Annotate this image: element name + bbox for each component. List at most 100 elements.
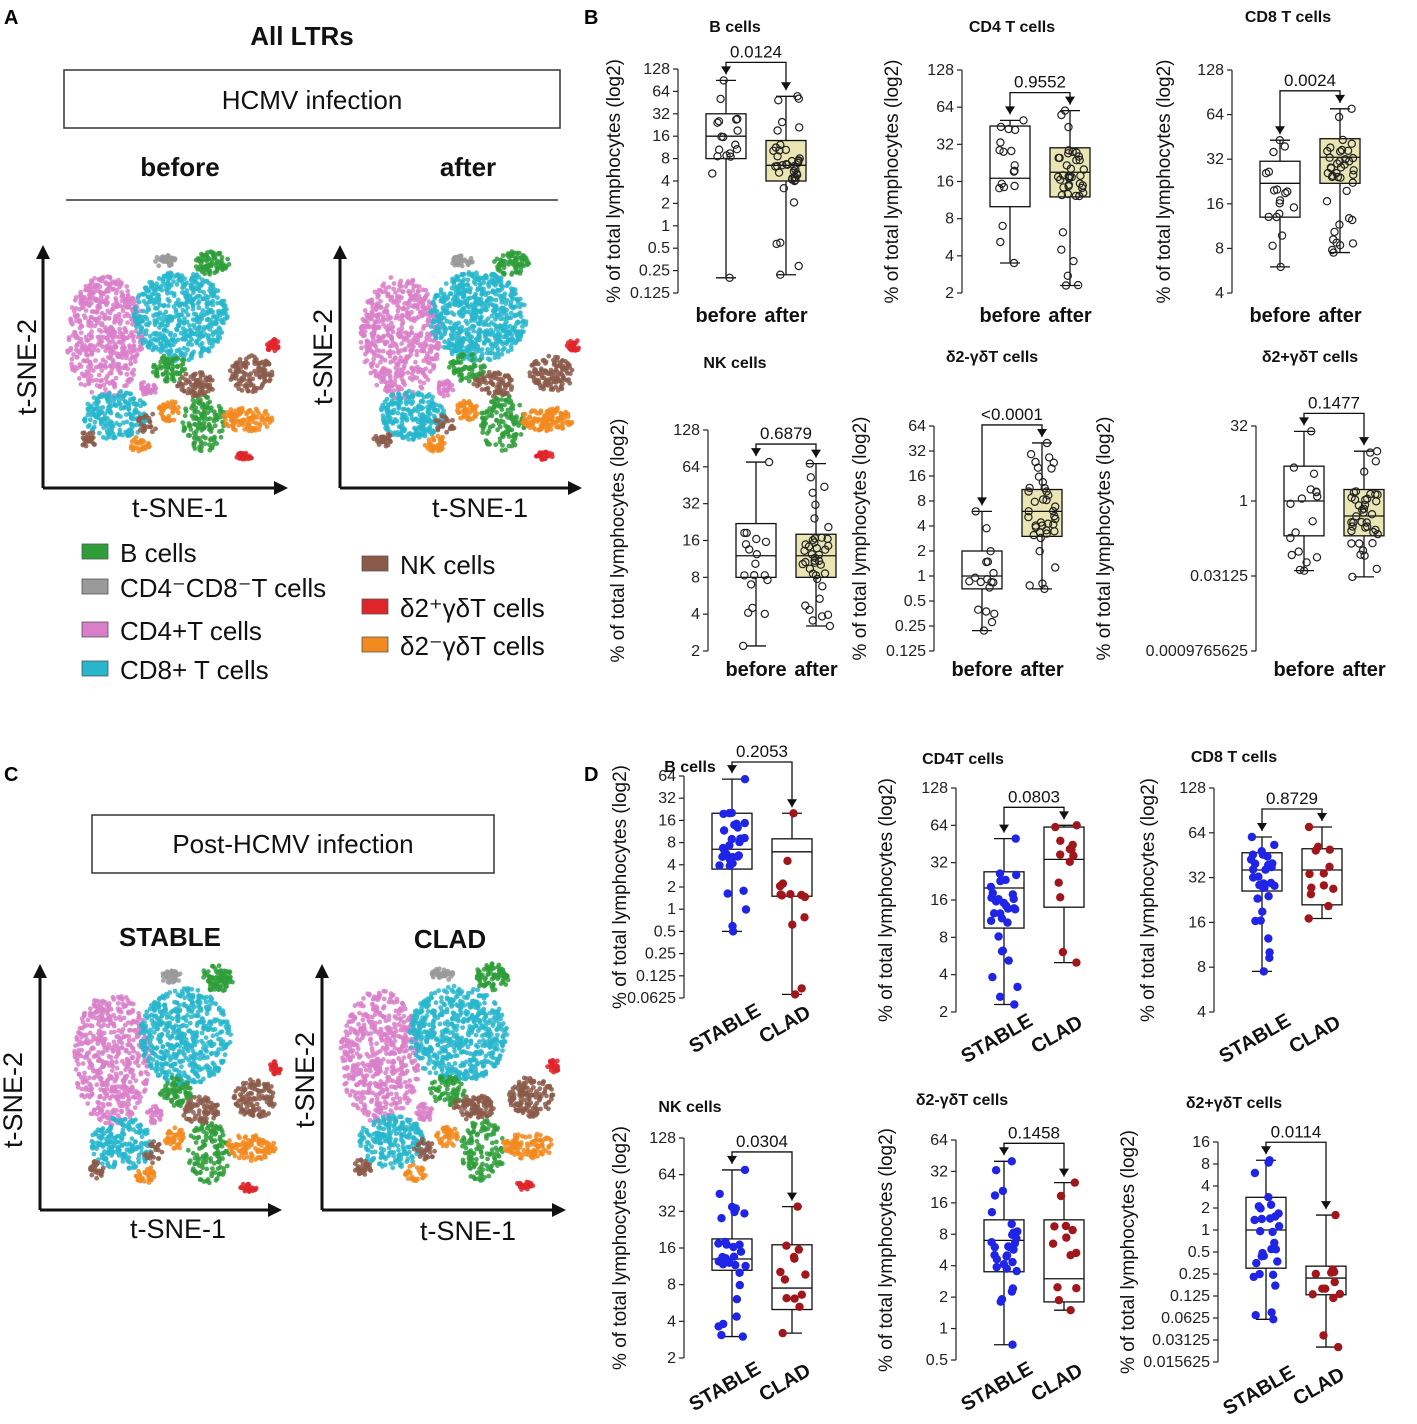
tsne-point xyxy=(245,456,251,462)
tsne-point xyxy=(94,377,99,383)
tsne-point xyxy=(112,1084,118,1090)
tsne-point xyxy=(186,423,192,429)
tsne-point xyxy=(179,353,185,358)
tsne-point xyxy=(501,262,507,267)
tsne-point xyxy=(99,310,105,316)
tsne-point xyxy=(98,1107,104,1113)
tsne-point xyxy=(206,294,211,300)
tsne-point xyxy=(103,348,108,353)
tsne-point xyxy=(478,302,484,308)
tsne-point xyxy=(468,255,474,261)
tsne-point xyxy=(453,261,459,266)
tsne-point xyxy=(193,273,199,279)
tsne-point xyxy=(100,299,106,305)
tsne-point xyxy=(519,302,525,307)
tsne-point xyxy=(131,1094,136,1100)
tsne-point xyxy=(175,297,181,303)
tsne-point xyxy=(201,392,206,397)
tsne-point xyxy=(266,361,271,367)
tsne-point xyxy=(492,355,498,361)
tsne-point xyxy=(181,321,187,326)
tsne-point xyxy=(508,387,514,392)
tsne-point xyxy=(527,370,533,376)
tsne-point xyxy=(104,1078,110,1084)
tsne-point xyxy=(107,370,113,376)
tsne-point xyxy=(259,383,265,389)
tsne-point xyxy=(190,306,196,312)
tsne-point xyxy=(545,424,551,430)
tsne-point xyxy=(164,314,169,320)
tsne-point xyxy=(394,313,400,318)
tsne-point xyxy=(241,455,246,461)
tsne-point xyxy=(169,358,175,363)
tsne-point xyxy=(100,1049,106,1055)
tsne-point xyxy=(443,281,449,286)
tsne-point xyxy=(248,381,254,387)
tsne-point xyxy=(458,378,464,383)
panel-a-title: All LTRs xyxy=(250,21,354,51)
tsne-point xyxy=(123,355,129,361)
tsne-point xyxy=(152,390,158,395)
tsne-point xyxy=(106,1003,112,1009)
tsne-point xyxy=(100,435,106,440)
tsne-point xyxy=(75,349,81,355)
tsne-point xyxy=(109,306,115,312)
tsne-point xyxy=(503,397,509,403)
tsne-point xyxy=(98,291,104,296)
tsne-point xyxy=(498,403,504,409)
tsne-point xyxy=(107,340,113,345)
tsne-point xyxy=(472,405,478,410)
tsne-point xyxy=(116,1028,122,1033)
tsne-point xyxy=(106,315,112,321)
tsne-point xyxy=(147,333,153,339)
tsne-point xyxy=(125,320,130,325)
tsne-point xyxy=(405,370,411,375)
tsne-point xyxy=(214,412,220,418)
tsne-point xyxy=(439,435,445,441)
tsne-point xyxy=(377,338,383,344)
tsne-point xyxy=(244,372,249,377)
tsne-point xyxy=(408,348,413,353)
tsne-point xyxy=(421,296,427,302)
tsne-point xyxy=(110,1093,115,1099)
tsne-point xyxy=(523,319,529,325)
tsne-point xyxy=(141,292,146,297)
tsne-point xyxy=(510,438,515,444)
tsne-point xyxy=(207,416,213,421)
tsne-point xyxy=(506,434,512,439)
tsne-point xyxy=(222,263,227,269)
tsne-point xyxy=(448,425,454,430)
tsne-point xyxy=(171,279,176,284)
tsne-point xyxy=(390,392,396,397)
tsne-point xyxy=(124,1073,130,1079)
tsne-point xyxy=(440,321,446,326)
tsne-point xyxy=(199,349,205,355)
tsne-point xyxy=(133,1090,139,1096)
tsne-point xyxy=(101,1022,107,1028)
tsne-point xyxy=(193,405,199,411)
tsne-point xyxy=(194,280,200,286)
tsne-point xyxy=(382,369,387,375)
tsne-point xyxy=(181,357,187,363)
tsne-point xyxy=(82,382,88,388)
tsne-point xyxy=(452,330,458,336)
tsne-point xyxy=(438,298,444,304)
tsne-point xyxy=(551,369,556,375)
tsne-point xyxy=(187,327,193,333)
tsne-point xyxy=(490,332,496,338)
tsne-point xyxy=(216,403,222,409)
tsne-point xyxy=(138,329,144,334)
tsne-point xyxy=(103,387,108,392)
tsne-point xyxy=(509,260,515,266)
tsne-point xyxy=(359,345,364,351)
panel-label-d: D xyxy=(584,764,598,786)
tsne-point xyxy=(136,299,142,305)
tsne-point xyxy=(444,296,450,302)
tsne-point xyxy=(130,1086,135,1092)
tsne-point xyxy=(445,392,451,398)
tsne-point xyxy=(137,347,142,353)
tsne-point xyxy=(412,425,417,431)
tsne-point xyxy=(550,420,556,426)
tsne-point xyxy=(205,347,211,352)
tsne-point xyxy=(153,330,159,336)
